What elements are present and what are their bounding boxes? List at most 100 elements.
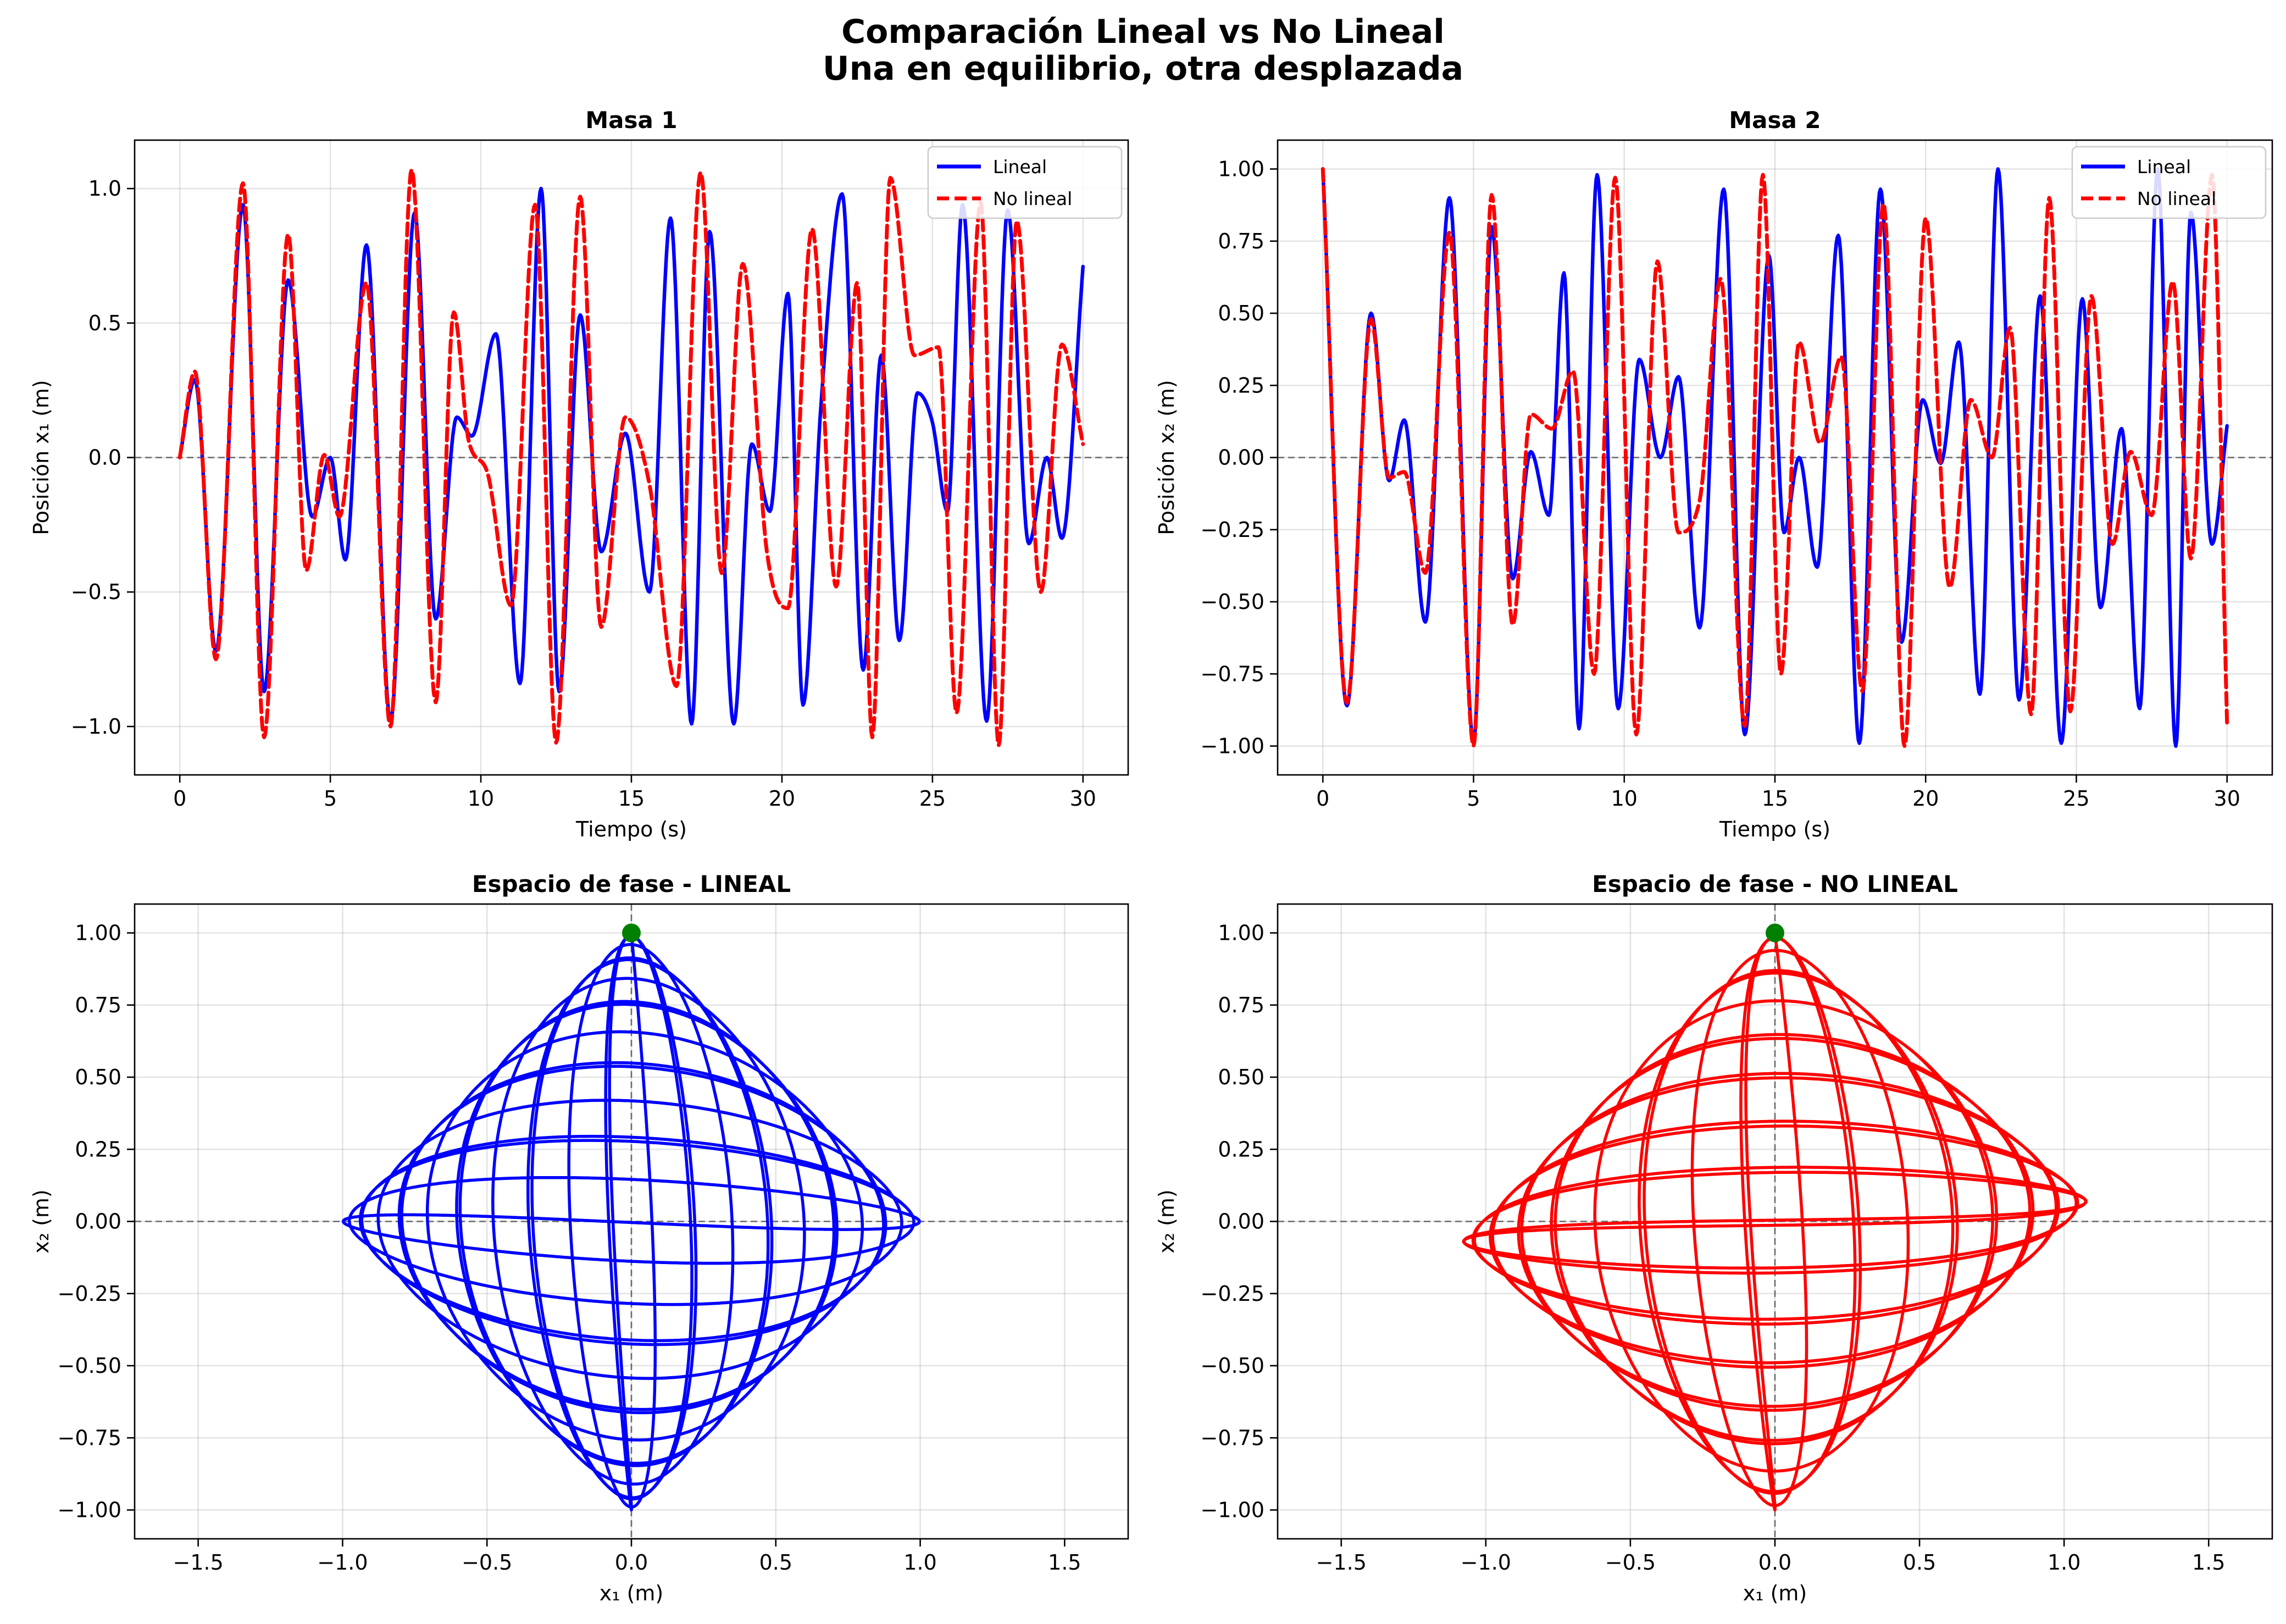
ticks bbox=[1270, 168, 2228, 783]
ticks bbox=[127, 932, 1066, 1547]
x-tick-label: 30 bbox=[1070, 786, 1096, 811]
x-tick-label: 30 bbox=[2214, 786, 2240, 811]
y-tick-label: −0.5 bbox=[71, 580, 121, 604]
x-tick-label: 25 bbox=[919, 786, 946, 811]
y-axis-label: x₂ (m) bbox=[1155, 1189, 1179, 1253]
plot-area bbox=[341, 931, 921, 1512]
x-tick-label: 5 bbox=[1467, 786, 1480, 811]
x-tick-label: 0.5 bbox=[1903, 1550, 1936, 1575]
y-tick-label: 0.00 bbox=[75, 1210, 121, 1234]
y-tick-label: 0.50 bbox=[1218, 1065, 1264, 1089]
y-tick-label: −0.25 bbox=[1201, 518, 1264, 542]
x-axis-label: x₁ (m) bbox=[600, 1581, 663, 1605]
y-tick-label: −1.00 bbox=[1201, 1498, 1264, 1522]
y-tick-label: −1.00 bbox=[1201, 734, 1264, 758]
x-tick-label: 10 bbox=[1611, 786, 1638, 811]
y-tick-label: −1.00 bbox=[58, 1498, 121, 1522]
y-tick-label: −1.0 bbox=[71, 714, 121, 739]
x-tick-label: 5 bbox=[324, 786, 337, 811]
y-tick-label: −0.25 bbox=[1201, 1282, 1264, 1306]
chart-panel-3: −1.5 −1.0 −0.5 0.0 0.5 1.0 1.5 −1.00 −0.75 −0.50 −… bbox=[29, 871, 1129, 1605]
x-tick-label: 0.0 bbox=[615, 1550, 648, 1575]
y-tick-label: 0.50 bbox=[75, 1065, 121, 1089]
y-tick-label: 0.75 bbox=[1218, 229, 1264, 253]
x-tick-label: −1.5 bbox=[1316, 1550, 1367, 1575]
series-line-no-lineal bbox=[177, 168, 1085, 747]
chart-panel-2: 0 5 10 15 20 25 30 −1.00 −0.75 −0.50 −0.25 0.00 0.25… bbox=[1155, 107, 2273, 841]
legend-label-no-lineal: No lineal bbox=[2137, 188, 2216, 209]
series-line-no-lineal bbox=[1320, 167, 2229, 748]
legend-label-no-lineal: No lineal bbox=[993, 188, 1072, 209]
ticks bbox=[127, 187, 1084, 783]
x-tick-label: 20 bbox=[769, 786, 795, 811]
x-tick-label: −0.5 bbox=[462, 1550, 512, 1575]
y-tick-label: 0.25 bbox=[1218, 373, 1264, 397]
y-tick-label: 1.00 bbox=[1218, 921, 1264, 945]
start-point-marker bbox=[1766, 923, 1784, 943]
plot-area bbox=[1462, 931, 2088, 1512]
panel-title: Masa 1 bbox=[585, 107, 677, 134]
series-line-lineal bbox=[177, 186, 1085, 726]
chart-panel-1: 0 5 10 15 20 25 30 −1.0 −0.5 0.0 0.5 1.0 Masa 1 Tiemp… bbox=[29, 107, 1129, 841]
y-tick-label: −0.75 bbox=[1201, 662, 1264, 686]
plot-area bbox=[1320, 167, 2229, 748]
y-tick-label: 0.00 bbox=[1218, 446, 1264, 470]
panel-title: Espacio de fase - LINEAL bbox=[472, 871, 791, 897]
y-tick-label: 0.50 bbox=[1218, 301, 1264, 325]
x-tick-label: −0.5 bbox=[1605, 1550, 1656, 1575]
y-tick-label: −0.75 bbox=[58, 1426, 121, 1450]
plot-area bbox=[177, 168, 1085, 747]
x-axis-label: Tiempo (s) bbox=[1719, 817, 1830, 841]
x-tick-label: −1.0 bbox=[317, 1550, 368, 1575]
x-tick-label: 1.0 bbox=[903, 1550, 936, 1575]
x-tick-label: 1.5 bbox=[2192, 1550, 2225, 1575]
y-tick-label: −0.25 bbox=[58, 1282, 121, 1306]
x-tick-label: 0 bbox=[173, 786, 186, 811]
y-tick-label: 0.25 bbox=[1218, 1137, 1264, 1161]
x-axis-label: x₁ (m) bbox=[1743, 1581, 1807, 1605]
y-tick-label: −0.50 bbox=[1201, 1354, 1264, 1378]
x-axis-label: Tiempo (s) bbox=[575, 817, 687, 841]
y-tick-label: 0.75 bbox=[1218, 993, 1264, 1017]
y-tick-label: 0.00 bbox=[1218, 1210, 1264, 1234]
figure-title-line2: Una en equilibrio, otra desplazada bbox=[823, 49, 1463, 88]
trajectory-path bbox=[1462, 931, 2088, 1512]
y-axis-label: Posición x₁ (m) bbox=[29, 380, 53, 535]
y-tick-label: −0.50 bbox=[1201, 590, 1264, 614]
start-point-marker bbox=[622, 923, 641, 943]
x-tick-label: 10 bbox=[468, 786, 494, 811]
y-tick-label: −0.50 bbox=[58, 1354, 121, 1378]
x-tick-label: 0.0 bbox=[1758, 1550, 1791, 1575]
y-tick-label: 0.75 bbox=[75, 993, 121, 1017]
x-tick-label: 1.0 bbox=[2048, 1550, 2080, 1575]
x-tick-label: 20 bbox=[1912, 786, 1939, 811]
legend-label-lineal: Lineal bbox=[2137, 156, 2191, 178]
legend-label-lineal: Lineal bbox=[993, 156, 1047, 178]
y-tick-label: 0.25 bbox=[75, 1137, 121, 1161]
x-tick-label: 25 bbox=[2063, 786, 2089, 811]
y-tick-label: 1.00 bbox=[1218, 157, 1264, 181]
y-axis-label: x₂ (m) bbox=[29, 1189, 53, 1253]
y-tick-label: 0.0 bbox=[88, 446, 121, 470]
trajectory-path bbox=[341, 931, 921, 1512]
y-axis-label: Posición x₂ (m) bbox=[1155, 380, 1179, 535]
y-tick-label: 0.5 bbox=[88, 311, 121, 335]
panels: 0 5 10 15 20 25 30 −1.0 −0.5 0.0 0.5 1.0 Masa 1 Tiemp… bbox=[29, 107, 2273, 1605]
ticks bbox=[1270, 932, 2210, 1547]
legend: Lineal No lineal bbox=[2071, 146, 2267, 219]
y-tick-label: 1.00 bbox=[75, 921, 121, 945]
chart-panel-4: −1.5 −1.0 −0.5 0.0 0.5 1.0 1.5 −1.00 −0.75 −0.50 −… bbox=[1155, 871, 2273, 1605]
x-tick-label: −1.0 bbox=[1461, 1550, 1511, 1575]
legend: Lineal No lineal bbox=[927, 146, 1123, 219]
panel-title: Masa 2 bbox=[1729, 107, 1821, 134]
x-tick-label: −1.5 bbox=[173, 1550, 223, 1575]
x-tick-label: 1.5 bbox=[1048, 1550, 1081, 1575]
x-tick-label: 15 bbox=[618, 786, 645, 811]
y-tick-label: −0.75 bbox=[1201, 1426, 1264, 1450]
x-tick-label: 15 bbox=[1762, 786, 1788, 811]
x-tick-label: 0.5 bbox=[759, 1550, 792, 1575]
y-tick-label: 1.0 bbox=[88, 176, 121, 201]
panel-title: Espacio de fase - NO LINEAL bbox=[1592, 871, 1958, 897]
